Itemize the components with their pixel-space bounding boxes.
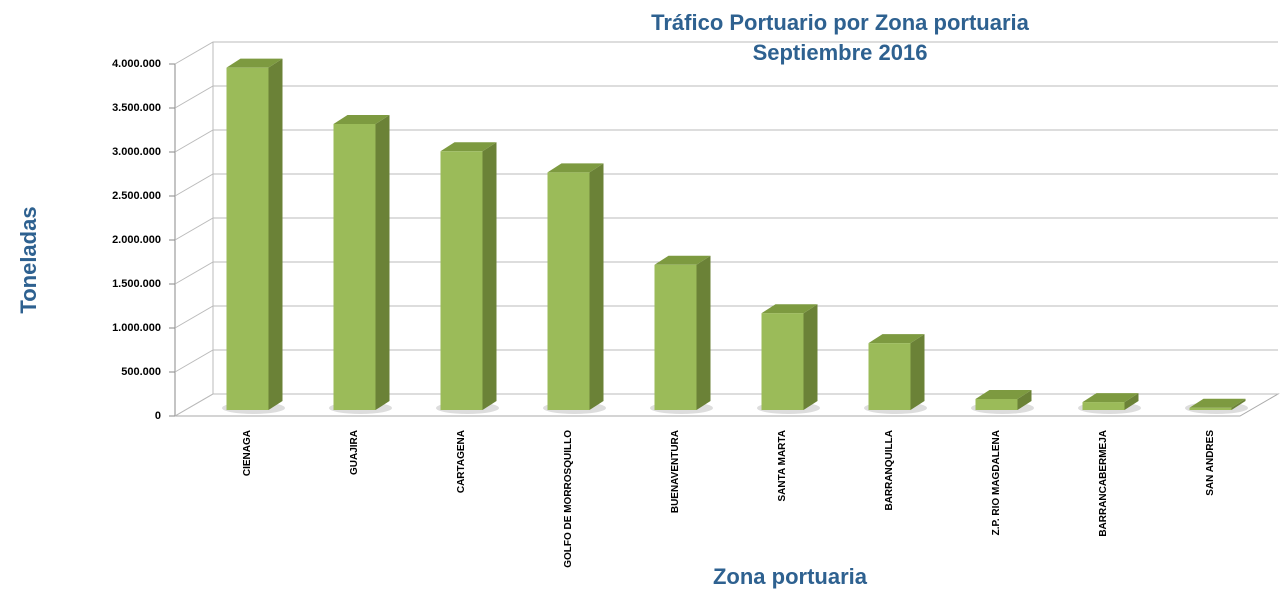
y-tick-label: 2.500.000 (112, 190, 161, 202)
y-tick-label: 2.000.000 (112, 234, 161, 246)
bar-top (1189, 398, 1246, 408)
x-tick-label: BUENAVENTURA (670, 430, 681, 513)
bar-side (1231, 398, 1246, 410)
bar-side (910, 334, 925, 410)
grid-line (174, 217, 1278, 241)
bar (1082, 402, 1125, 410)
bar (333, 124, 376, 410)
bar (1189, 407, 1232, 410)
grid-line (174, 261, 1278, 285)
bar-side (1124, 393, 1139, 410)
y-axis-title: Toneladas (16, 206, 41, 313)
grid-line (174, 305, 1278, 329)
grid-line (174, 85, 1278, 109)
x-tick-label: SAN ANDRES (1205, 430, 1216, 496)
bar-side (1017, 390, 1032, 410)
bar-side (803, 304, 818, 410)
chart-subtitle: Septiembre 2016 (753, 40, 928, 65)
bar (975, 399, 1018, 410)
bar-side (268, 58, 283, 411)
y-tick-label: 1.000.000 (112, 322, 161, 334)
x-tick-label: GOLFO DE MORROSQUILLO (563, 430, 574, 568)
y-tick-label: 0 (155, 410, 161, 422)
bar (761, 313, 804, 410)
grid-line (174, 129, 1278, 153)
y-tick-label: 3.000.000 (112, 146, 161, 158)
bar-top (868, 334, 925, 344)
x-tick-label: BARRANQUILLA (884, 430, 895, 511)
bar (547, 172, 590, 410)
x-tick-label: CIENAGA (242, 430, 253, 476)
bar-top (1082, 393, 1139, 403)
y-tick-label: 500.000 (121, 366, 161, 378)
x-tick-label: GUAJIRA (349, 430, 360, 475)
grid-line (174, 173, 1278, 197)
bar-top (226, 58, 283, 68)
bar-top (440, 142, 497, 152)
y-tick-label: 3.500.000 (112, 102, 161, 114)
x-tick-label: BARRANCABERMEJA (1098, 430, 1109, 537)
bar (654, 264, 697, 410)
bar-top (761, 304, 818, 314)
bar (226, 67, 269, 411)
y-tick-label: 4.000.000 (112, 58, 161, 70)
bar-top (975, 390, 1032, 399)
bar-side (696, 255, 711, 410)
bar-top (654, 255, 711, 265)
bar (868, 343, 911, 410)
x-tick-label: SANTA MARTA (777, 430, 788, 501)
grid-line (174, 41, 1278, 65)
bar-top (547, 163, 604, 173)
bar-side (589, 163, 604, 410)
y-tick-label: 1.500.000 (112, 278, 161, 290)
bar (440, 151, 483, 410)
x-axis-title: Zona portuaria (713, 564, 868, 589)
bar-side (375, 115, 390, 410)
x-tick-label: Z.P. RIO MAGDALENA (991, 430, 1002, 535)
x-tick-label: CARTAGENA (456, 430, 467, 493)
chart-title: Tráfico Portuario por Zona portuaria (651, 10, 1029, 35)
bar-side (482, 142, 497, 410)
bar-top (333, 115, 390, 124)
